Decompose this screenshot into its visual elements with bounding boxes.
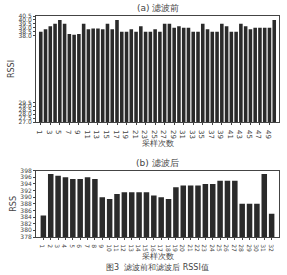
svg-text:16: 16 [150, 244, 157, 252]
svg-text:(a) 滤波前: (a) 滤波前 [137, 3, 179, 13]
svg-text:1: 1 [35, 130, 43, 134]
svg-text:398: 398 [20, 167, 32, 174]
svg-text:382: 382 [20, 220, 32, 227]
svg-text:15: 15 [102, 130, 110, 139]
svg-text:26: 26 [223, 244, 230, 252]
svg-text:4: 4 [61, 244, 68, 248]
svg-text:11: 11 [113, 244, 120, 252]
svg-text:7: 7 [64, 130, 72, 134]
svg-text:22: 22 [194, 244, 201, 252]
svg-text:20: 20 [179, 244, 186, 252]
svg-text:28.5: 28.5 [18, 106, 32, 113]
svg-text:RSS: RSS [9, 196, 18, 212]
svg-text:40.0: 40.0 [18, 16, 32, 23]
svg-text:27: 27 [159, 130, 167, 139]
svg-text:29: 29 [169, 130, 177, 139]
svg-text:RSSI: RSSI [7, 60, 16, 78]
svg-text:19: 19 [172, 244, 179, 252]
svg-text:10: 10 [106, 244, 113, 252]
svg-text:380: 380 [20, 226, 32, 233]
svg-text:396: 396 [20, 173, 32, 180]
svg-text:31: 31 [178, 130, 186, 139]
svg-text:21: 21 [187, 244, 194, 252]
svg-text:13: 13 [128, 244, 135, 252]
svg-text:27.5: 27.5 [18, 114, 32, 121]
svg-text:8: 8 [91, 244, 98, 248]
svg-text:38.0: 38.0 [18, 32, 32, 39]
svg-text:14: 14 [135, 244, 142, 252]
svg-text:45: 45 [245, 130, 253, 139]
svg-text:378: 378 [20, 233, 32, 240]
svg-text:17: 17 [112, 130, 120, 139]
svg-text:38.5: 38.5 [18, 28, 32, 35]
svg-text:29.5: 29.5 [18, 99, 32, 106]
svg-text:13: 13 [92, 130, 100, 139]
svg-text:49: 49 [264, 130, 272, 139]
svg-text:5: 5 [69, 244, 76, 248]
svg-text:图3 滤波前和滤波后 RSSI值: 图3 滤波前和滤波后 RSSI值 [106, 263, 209, 272]
svg-text:33: 33 [188, 130, 196, 139]
svg-text:21: 21 [131, 130, 139, 139]
svg-text:39.0: 39.0 [18, 24, 32, 31]
svg-text:15: 15 [142, 244, 149, 252]
svg-text:39: 39 [216, 130, 224, 139]
svg-text:30: 30 [253, 244, 260, 252]
svg-text:35: 35 [197, 130, 205, 139]
svg-text:采样次数: 采样次数 [142, 252, 174, 261]
svg-text:32: 32 [268, 244, 275, 252]
svg-text:19: 19 [121, 130, 129, 139]
svg-text:40.5: 40.5 [18, 12, 32, 19]
svg-text:7: 7 [84, 244, 91, 248]
svg-text:采样次数: 采样次数 [142, 139, 174, 148]
svg-text:392: 392 [20, 187, 32, 194]
svg-text:41: 41 [226, 130, 234, 139]
svg-text:28.0: 28.0 [18, 110, 32, 117]
svg-text:384: 384 [20, 213, 32, 220]
svg-text:17: 17 [157, 244, 164, 252]
svg-text:9: 9 [98, 244, 105, 248]
svg-text:5: 5 [54, 130, 62, 134]
svg-text:23: 23 [201, 244, 208, 252]
svg-text:37: 37 [207, 130, 215, 139]
svg-text:2: 2 [47, 244, 54, 248]
svg-text:386: 386 [20, 207, 32, 214]
svg-text:(b) 滤波后: (b) 滤波后 [136, 158, 179, 168]
svg-text:24: 24 [209, 244, 216, 252]
svg-text:18: 18 [165, 244, 172, 252]
svg-text:11: 11 [83, 130, 91, 139]
svg-text:3: 3 [54, 244, 61, 248]
svg-text:9: 9 [73, 130, 81, 134]
svg-text:25: 25 [150, 130, 158, 139]
svg-text:31: 31 [260, 244, 267, 252]
svg-text:39.5: 39.5 [18, 20, 32, 27]
svg-text:388: 388 [20, 200, 32, 207]
svg-text:47: 47 [254, 130, 262, 139]
svg-text:27: 27 [231, 244, 238, 252]
svg-text:23: 23 [140, 130, 148, 139]
svg-text:25: 25 [216, 244, 223, 252]
svg-text:3: 3 [45, 130, 53, 134]
svg-text:43: 43 [235, 130, 243, 139]
svg-text:12: 12 [120, 244, 127, 252]
svg-text:1: 1 [39, 244, 46, 248]
svg-text:29.0: 29.0 [18, 102, 32, 109]
svg-text:28: 28 [238, 244, 245, 252]
svg-text:29: 29 [246, 244, 253, 252]
svg-text:27.0: 27.0 [18, 118, 32, 125]
svg-text:394: 394 [20, 180, 32, 187]
svg-text:6: 6 [76, 244, 83, 248]
svg-text:390: 390 [20, 193, 32, 200]
